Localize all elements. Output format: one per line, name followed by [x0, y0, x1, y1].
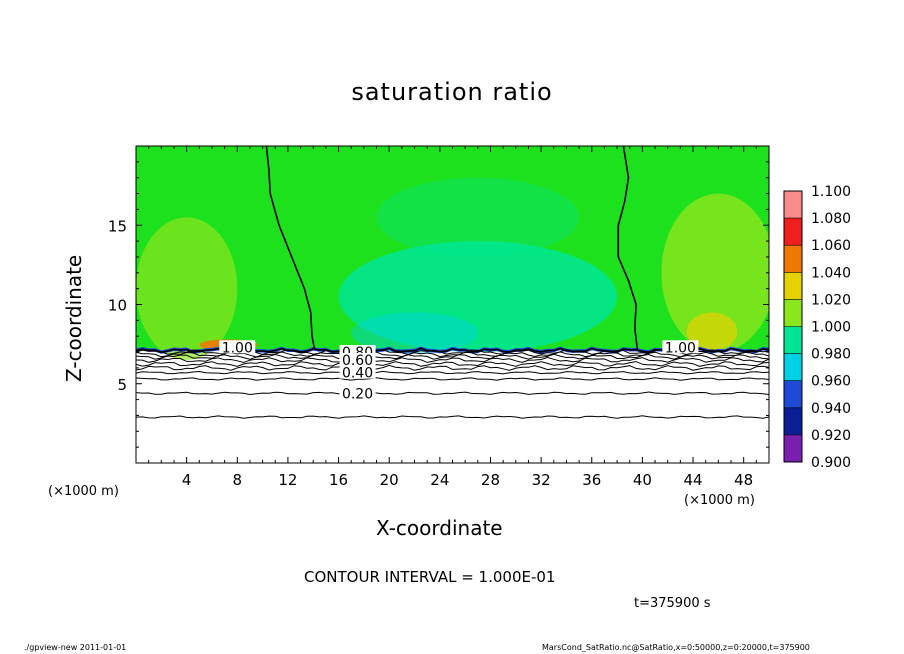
- saturation-field: [136, 146, 769, 463]
- x-tick-label: 32: [532, 471, 551, 489]
- colorbar-swatch: [784, 326, 802, 354]
- contour-label-background: [662, 340, 699, 354]
- contour-label: 1.00: [665, 340, 696, 356]
- contour-label: 0.20: [342, 386, 373, 402]
- footer-script-label: ./gpview-new 2011-01-01: [24, 643, 127, 652]
- y-tick-label: 10: [108, 297, 127, 315]
- colorbar-tick-label: 1.020: [811, 292, 851, 308]
- contour-label: 1.00: [222, 340, 253, 356]
- contour-line: [136, 356, 769, 364]
- x-tick-label: 20: [380, 471, 399, 489]
- contour-line: [136, 353, 769, 360]
- colorbar: 0.900 0.920 0.940 0.960 0.980 1.000 1.020 1.040…: [783, 184, 851, 471]
- contour-line: [136, 377, 769, 381]
- field-patch-low-upper: [376, 177, 580, 257]
- contour-line: [136, 364, 769, 371]
- field-patch-high-right: [661, 193, 769, 353]
- contour-line: [136, 361, 769, 367]
- y-axis-label: Z-coordinate: [62, 254, 86, 382]
- colorbar-tick-label: 0.900: [811, 455, 851, 471]
- contour-label-background: [219, 340, 256, 354]
- colorbar-swatch: [784, 407, 802, 435]
- colorbar-swatch: [784, 218, 802, 246]
- time-label: t=375900 s: [634, 596, 711, 611]
- colorbar-swatch: [784, 380, 802, 408]
- x-tick-label: 44: [683, 471, 702, 489]
- x-tick-label: 28: [481, 471, 500, 489]
- y-tick-label: 15: [108, 217, 127, 235]
- contour-line: [136, 370, 769, 375]
- chart-title: saturation ratio: [351, 78, 553, 106]
- footer-source-label: MarsCond_SatRatio.nc@SatRatio,x=0:50000,…: [542, 643, 810, 652]
- field-patch-high-left: [136, 217, 238, 360]
- x-tick-label: 12: [278, 471, 297, 489]
- colorbar-tick-label: 1.040: [811, 265, 851, 281]
- field-patch-peak-right: [686, 312, 738, 351]
- contour-label-background: [339, 386, 376, 400]
- colorbar-tick-label: 1.000: [811, 320, 851, 336]
- colorbar-tick-label: 0.980: [811, 347, 851, 363]
- contour-line-unity-right: [617, 146, 639, 349]
- x-tick-label: 8: [233, 471, 243, 489]
- x-axis-label: X-coordinate: [376, 516, 503, 540]
- x-tick-label: 48: [734, 471, 753, 489]
- colorbar-tick-label: 0.920: [811, 428, 851, 444]
- field-patch-low-center-core: [351, 312, 478, 354]
- contour-label-background: [339, 352, 376, 366]
- colorbar-swatch: [784, 434, 802, 462]
- x-tick-label: 16: [329, 471, 348, 489]
- x-unit-label-left: (×1000 m): [48, 484, 119, 499]
- contour-label-background: [339, 365, 376, 379]
- colorbar-tick-label: 0.940: [811, 401, 851, 417]
- contour-label: 0.60: [342, 353, 373, 369]
- contour-lines: [136, 146, 769, 419]
- colorbar-swatch: [784, 353, 802, 381]
- contour-line: [136, 351, 769, 358]
- colorbar-swatch: [784, 299, 802, 327]
- colorbar-swatch: [784, 272, 802, 300]
- x-tick-label: 4: [182, 471, 192, 489]
- x-tick-label: 40: [633, 471, 652, 489]
- colorbar-tick-label: 1.100: [811, 184, 851, 200]
- contour-label: 0.40: [342, 366, 373, 382]
- contour-labels: 1.001.000.800.600.400.20: [219, 340, 699, 402]
- contour-line-unity-left: [265, 146, 316, 350]
- field-patch-low-center: [338, 241, 618, 353]
- x-axis-ticks: 4 8 12 16 20 24 28 32 36 40 44 48: [135, 146, 770, 489]
- contour-interval-label: CONTOUR INTERVAL = 1.000E-01: [304, 568, 556, 586]
- y-tick-label: 5: [117, 376, 127, 394]
- y-axis-ticks: 5 10 15: [108, 145, 769, 464]
- colorbar-tick-label: 1.080: [811, 211, 851, 227]
- x-tick-label: 24: [430, 471, 449, 489]
- colorbar-swatch: [784, 191, 802, 219]
- contour-line: [136, 415, 769, 419]
- colorbar-tick-label: 1.060: [811, 238, 851, 254]
- colorbar-tick-label: 0.960: [811, 374, 851, 390]
- contour-line: [136, 391, 769, 396]
- x-unit-label-right: (×1000 m): [684, 493, 755, 508]
- colorbar-swatch: [784, 245, 802, 273]
- x-tick-label: 36: [582, 471, 601, 489]
